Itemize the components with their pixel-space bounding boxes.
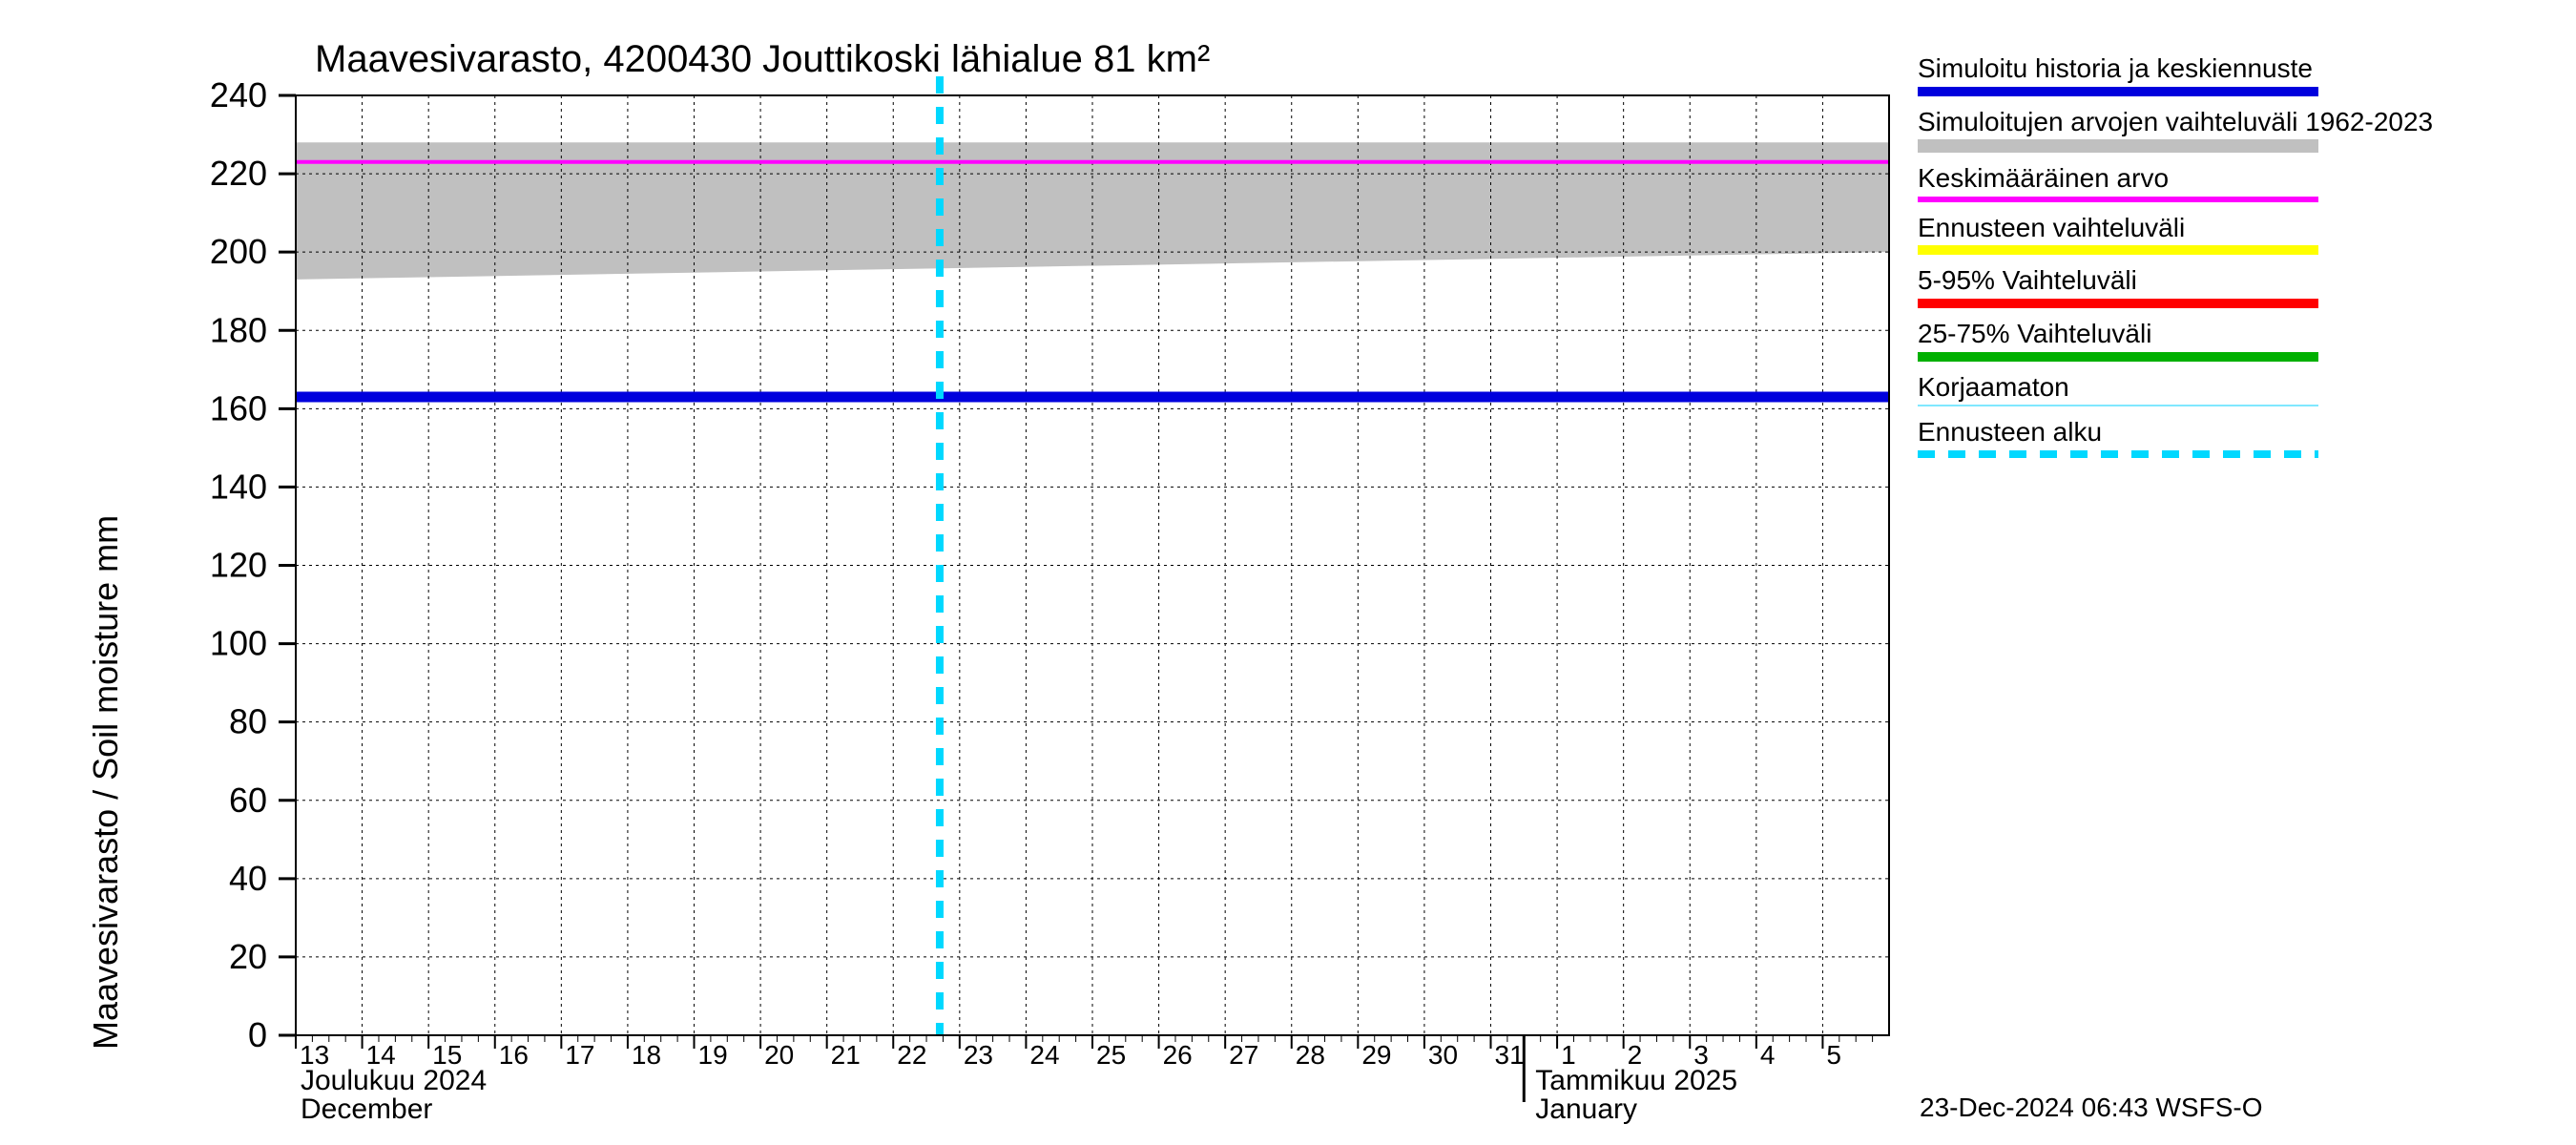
x-tick-label: 4 [1760, 1040, 1776, 1070]
x-tick-label: 22 [897, 1040, 926, 1070]
x-tick-label: 20 [764, 1040, 794, 1070]
y-tick-label: 120 [210, 546, 267, 585]
legend-label: Simuloitu historia ja keskiennuste [1918, 52, 2557, 85]
x-tick-label: 28 [1296, 1040, 1325, 1070]
legend-swatch [1918, 352, 2318, 362]
legend-label: Simuloitujen arvojen vaihteluväli 1962-2… [1918, 106, 2557, 138]
legend-label: 5-95% Vaihteluväli [1918, 264, 2557, 297]
legend-entry: 5-95% Vaihteluväli [1918, 264, 2557, 308]
month-left-fi: Joulukuu 2024 [301, 1067, 487, 1095]
month-right-fi: Tammikuu 2025 [1535, 1067, 1737, 1095]
legend-swatch [1918, 87, 2318, 96]
y-tick-label: 240 [210, 75, 267, 114]
x-tick-label: 30 [1428, 1040, 1458, 1070]
x-tick-label: 25 [1096, 1040, 1126, 1070]
legend: Simuloitu historia ja keskiennuste Simulo… [1918, 52, 2557, 468]
legend-label: 25-75% Vaihteluväli [1918, 318, 2557, 350]
x-tick-label: 18 [632, 1040, 661, 1070]
x-tick-label: 21 [831, 1040, 861, 1070]
chart-title: Maavesivarasto, 4200430 Jouttikoski lähi… [315, 38, 1210, 80]
x-tick-label: 24 [1029, 1040, 1059, 1070]
legend-label: Korjaamaton [1918, 371, 2557, 404]
y-tick-label: 140 [210, 467, 267, 506]
legend-label: Ennusteen alku [1918, 416, 2557, 448]
legend-swatch [1918, 405, 2318, 406]
x-tick-label: 17 [565, 1040, 594, 1070]
x-tick-label: 26 [1163, 1040, 1193, 1070]
legend-entry: Ennusteen vaihteluväli [1918, 212, 2557, 256]
legend-label: Keskimääräinen arvo [1918, 162, 2557, 195]
y-tick-label: 80 [229, 702, 267, 741]
chart-root: Maavesivarasto / Soil moisture mm Maaves… [0, 0, 2576, 1145]
legend-entry: Ennusteen alku [1918, 416, 2557, 458]
legend-entry: Korjaamaton [1918, 371, 2557, 407]
month-right-en: January [1535, 1095, 1737, 1124]
legend-entry: Keskimääräinen arvo [1918, 162, 2557, 202]
x-tick-label: 19 [698, 1040, 728, 1070]
y-tick-label: 20 [229, 937, 267, 976]
x-axis-month-right: Tammikuu 2025 January [1535, 1067, 1737, 1124]
legend-entry: 25-75% Vaihteluväli [1918, 318, 2557, 362]
y-tick-label: 100 [210, 624, 267, 663]
x-axis-month-left: Joulukuu 2024 December [301, 1067, 487, 1124]
legend-entry: Simuloitu historia ja keskiennuste [1918, 52, 2557, 96]
month-left-en: December [301, 1095, 487, 1124]
y-tick-label: 180 [210, 310, 267, 349]
y-tick-label: 220 [210, 154, 267, 193]
x-tick-label: 29 [1361, 1040, 1391, 1070]
legend-swatch [1918, 450, 2318, 458]
legend-swatch [1918, 245, 2318, 255]
y-tick-label: 160 [210, 388, 267, 427]
x-tick-label: 31 [1495, 1040, 1525, 1070]
legend-label: Ennusteen vaihteluväli [1918, 212, 2557, 244]
y-tick-label: 0 [248, 1015, 267, 1054]
x-tick-label: 5 [1826, 1040, 1841, 1070]
x-tick-label: 16 [499, 1040, 529, 1070]
x-tick-label: 23 [964, 1040, 993, 1070]
legend-entry: Simuloitujen arvojen vaihteluväli 1962-2… [1918, 106, 2557, 154]
x-tick-label: 27 [1229, 1040, 1258, 1070]
legend-swatch [1918, 299, 2318, 308]
legend-swatch [1918, 139, 2318, 153]
footer-timestamp: 23-Dec-2024 06:43 WSFS-O [1920, 1093, 2263, 1123]
legend-swatch [1918, 197, 2318, 202]
y-tick-label: 60 [229, 781, 267, 820]
y-tick-label: 40 [229, 859, 267, 898]
y-tick-label: 200 [210, 232, 267, 271]
